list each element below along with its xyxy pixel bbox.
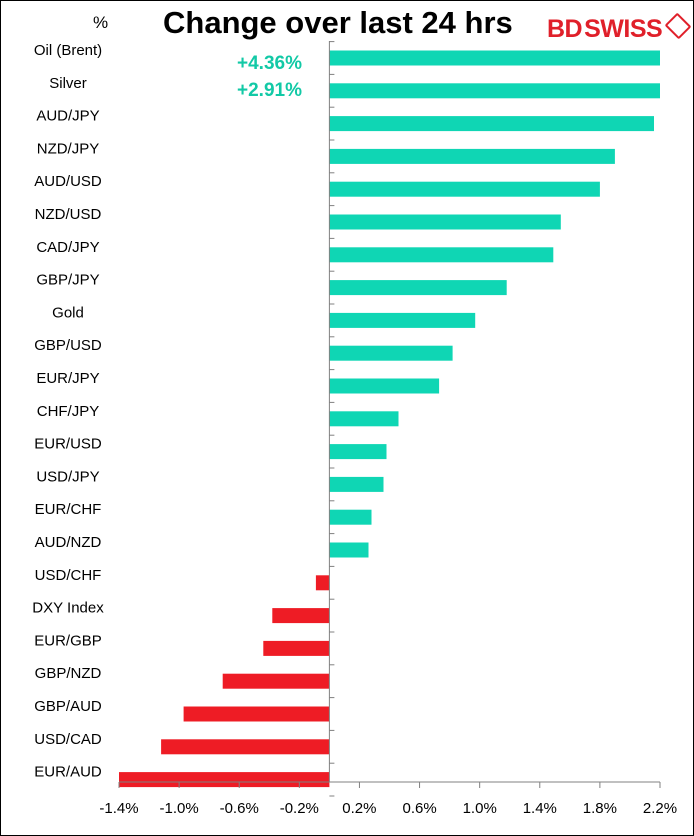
bar-nzd-usd — [329, 214, 561, 230]
bar-aud-jpy — [329, 116, 654, 132]
category-label: USD/CAD — [34, 731, 102, 748]
bar-gbp-jpy — [329, 280, 507, 296]
category-label: AUD/USD — [34, 173, 102, 190]
bdswiss-logo: BDSWISS — [547, 12, 692, 44]
bar-eur-aud — [119, 772, 330, 788]
bar-cad-jpy — [329, 247, 554, 263]
x-tick-label: 1.0% — [463, 800, 497, 817]
x-tick-label: 0.2% — [342, 800, 376, 817]
bar-usd-cad — [161, 739, 330, 755]
category-label: CAD/JPY — [36, 239, 99, 256]
category-label: EUR/JPY — [36, 370, 99, 387]
category-label: Silver — [49, 75, 87, 92]
category-label: AUD/NZD — [35, 534, 102, 551]
bar-usd-chf — [315, 575, 330, 591]
category-label: Oil (Brent) — [34, 42, 102, 59]
bar-eur-jpy — [329, 378, 440, 394]
logo-swiss-text: SWISS — [584, 15, 663, 43]
bar-aud-nzd — [329, 542, 369, 558]
x-tick-label: 0.6% — [402, 800, 436, 817]
bar-eur-chf — [329, 509, 372, 525]
bar-gbp-usd — [329, 345, 453, 361]
category-label: DXY Index — [32, 600, 104, 617]
unit-label: % — [93, 13, 109, 32]
silver-value-callout: +2.91% — [237, 80, 302, 101]
category-label: AUD/JPY — [36, 108, 99, 125]
category-label: NZD/JPY — [37, 140, 100, 157]
bar-eur-gbp — [263, 640, 330, 656]
bar-silver — [329, 83, 660, 99]
category-label: GBP/USD — [34, 337, 102, 354]
bar-oil-brent- — [329, 50, 660, 66]
oil-value-callout: +4.36% — [237, 53, 302, 74]
chart-title: Change over last 24 hrs — [163, 5, 513, 40]
bar-gbp-nzd — [222, 673, 330, 689]
category-label: USD/CHF — [35, 567, 102, 584]
category-label: GBP/NZD — [35, 665, 102, 682]
category-label: EUR/AUD — [34, 764, 102, 781]
category-label: EUR/GBP — [34, 632, 102, 649]
x-tick-label: 1.4% — [523, 800, 557, 817]
category-label: EUR/USD — [34, 436, 102, 453]
bar-gbp-aud — [183, 706, 330, 722]
category-label: USD/JPY — [36, 468, 99, 485]
category-label: GBP/AUD — [34, 698, 102, 715]
category-label: NZD/USD — [35, 206, 102, 223]
category-label: Gold — [52, 304, 84, 321]
logo-bd-text: BD — [547, 15, 583, 43]
bar-chf-jpy — [329, 411, 399, 427]
bar-gold — [329, 312, 476, 328]
bar-dxy-index — [272, 608, 330, 624]
x-tick-label: -0.6% — [220, 800, 259, 817]
bar-usd-jpy — [329, 476, 384, 492]
category-label: EUR/CHF — [35, 501, 102, 518]
logo-mark-icon — [664, 12, 692, 40]
category-label: CHF/JPY — [37, 403, 100, 420]
bar-eur-usd — [329, 444, 387, 460]
bar-nzd-jpy — [329, 148, 615, 164]
x-tick-label: 2.2% — [643, 800, 677, 817]
x-tick-label: 1.8% — [583, 800, 617, 817]
x-tick-label: -1.4% — [99, 800, 138, 817]
x-tick-label: -1.0% — [160, 800, 199, 817]
bar-aud-usd — [329, 181, 600, 197]
x-tick-label: -0.2% — [280, 800, 319, 817]
category-label: GBP/JPY — [36, 272, 99, 289]
